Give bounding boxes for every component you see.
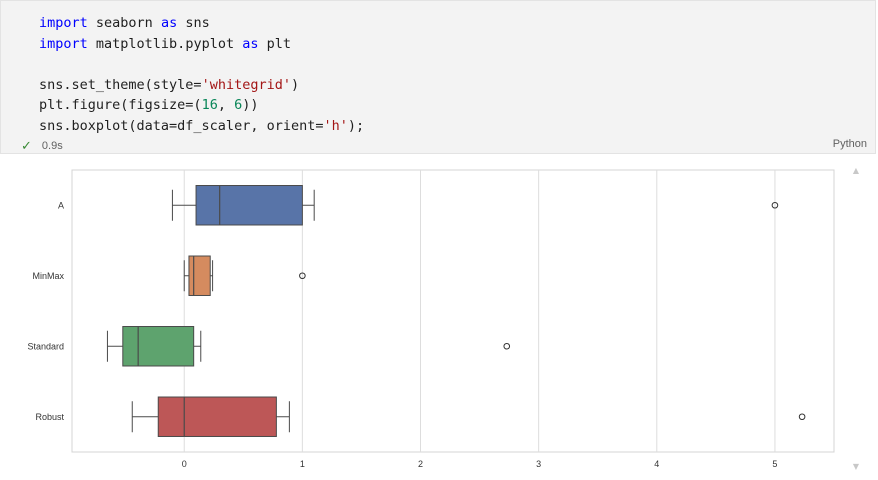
language-label[interactable]: Python — [832, 138, 867, 150]
code-token: )) — [242, 97, 259, 113]
code-cell[interactable]: import seaborn as sns import matplotlib.p… — [0, 0, 876, 154]
execution-time: 0.9s — [41, 140, 63, 152]
code-token: sns.boxplot(data=df_scaler, orient= — [39, 117, 324, 134]
code-token: as — [160, 15, 178, 31]
code-token: 6 — [234, 97, 243, 113]
y-tick-label: MinMax — [32, 271, 64, 281]
code-editor[interactable]: import seaborn as sns import matplotlib.p… — [39, 13, 364, 136]
box-a — [195, 185, 303, 226]
code-line: sns.boxplot(data=df_scaler, orient='h'); — [39, 116, 364, 137]
x-tick-label: 0 — [182, 459, 187, 469]
scroll-down-arrow-icon[interactable]: ▼ — [852, 462, 860, 471]
code-line: import matplotlib.pyplot as plt — [39, 34, 364, 55]
code-line: sns.set_theme(style='whitegrid') — [39, 75, 364, 96]
code-token: ) — [290, 76, 300, 93]
code-token: ); — [347, 117, 365, 134]
y-tick-label: Robust — [35, 412, 64, 422]
boxplot-chart: 0 1 2 3 4 5 A MinMax Standard Robust — [27, 169, 835, 469]
code-token: sns.set_theme(style= — [39, 76, 202, 93]
x-tick-label: 2 — [418, 459, 423, 469]
y-tick-label: A — [58, 200, 64, 210]
code-token: 16 — [201, 97, 218, 113]
cell-output: 0 1 2 3 4 5 A MinMax Standard Robust — [0, 160, 878, 476]
x-tick-label: 1 — [300, 459, 305, 469]
code-token: seaborn — [87, 15, 161, 31]
box-minmax — [188, 255, 211, 296]
box-standard — [122, 326, 195, 367]
code-token: plt.figure(figsize=( — [39, 97, 202, 113]
code-token: , — [217, 97, 235, 113]
code-line — [39, 54, 364, 75]
code-token: import — [39, 35, 88, 52]
outlier-point — [299, 272, 306, 280]
outlier-point — [798, 413, 806, 421]
code-line: plt.figure(figsize=(16, 6)) — [39, 95, 364, 116]
x-tick-label: 5 — [772, 459, 777, 469]
code-token: 'h' — [323, 117, 348, 134]
code-token: 'whitegrid' — [201, 76, 291, 93]
x-tick-label: 4 — [654, 459, 659, 469]
code-token: matplotlib.pyplot — [87, 35, 243, 52]
code-line: import seaborn as sns — [39, 13, 364, 34]
y-tick-label: Standard — [27, 341, 64, 351]
code-token: as — [242, 35, 259, 52]
code-token: plt — [258, 35, 291, 52]
x-tick-label: 3 — [536, 459, 541, 469]
box-robust — [157, 396, 277, 437]
scroll-up-arrow-icon[interactable]: ▲ — [852, 166, 860, 175]
check-icon: ✓ — [21, 138, 32, 153]
code-token: sns — [177, 15, 210, 31]
outlier-point — [503, 342, 511, 350]
code-token: import — [39, 15, 88, 31]
outlier-point — [771, 201, 779, 209]
execution-status: ✓ 0.9s — [21, 138, 63, 154]
